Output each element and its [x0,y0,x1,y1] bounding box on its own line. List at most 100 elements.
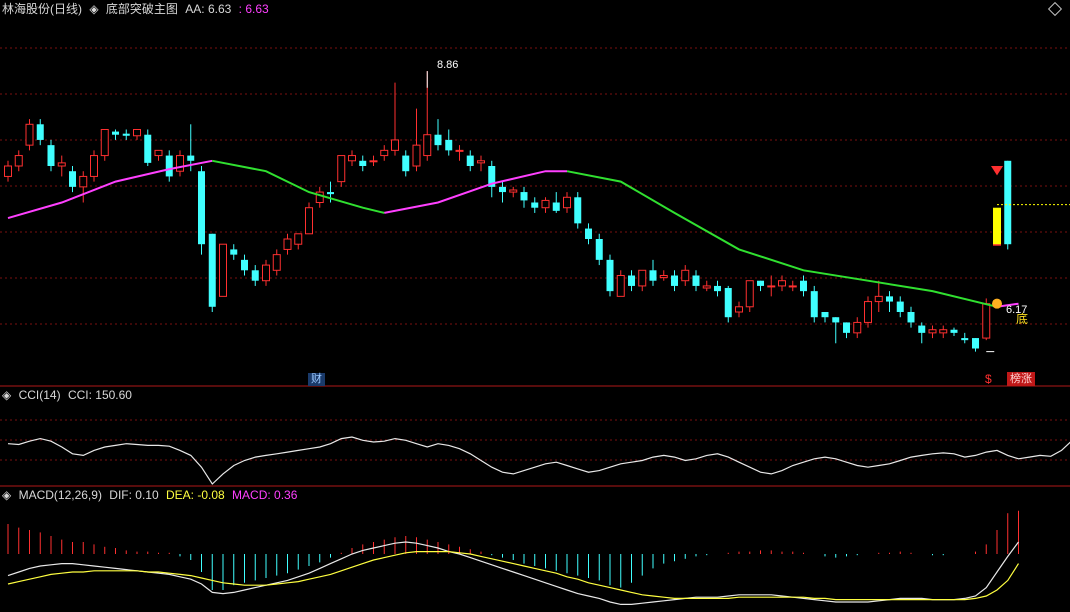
candle-body [757,280,764,286]
candle [541,197,550,213]
candle [47,139,55,172]
candle-body [79,175,88,188]
candle-body [122,133,130,136]
candle-body [821,312,829,318]
candle [488,160,496,198]
cci-title: CCI(14) [18,388,61,402]
candle-body [928,329,937,334]
candle-body [864,301,872,323]
collapse-icon[interactable]: ◈ [2,388,12,402]
candle [616,270,625,297]
dif-line [7,541,1019,606]
macd-title: MACD(12,26,9) [18,488,102,502]
candle [907,306,915,328]
candle-body [208,233,216,307]
collapse-icon[interactable]: ◈ [89,2,99,16]
candle [972,338,979,352]
candle-body [853,321,862,334]
candle-body [283,238,292,250]
candle [499,181,506,203]
candle [993,243,1001,246]
candle [219,243,227,297]
candle [359,155,367,172]
candle [434,119,442,151]
candle-body [380,149,389,157]
candle-body [961,338,969,341]
candle [886,291,893,312]
cci-panel[interactable] [7,415,1070,485]
candle [595,233,603,266]
candle-body [585,228,592,239]
candle [821,312,829,323]
candle [25,119,34,151]
candle [36,119,44,146]
candle-body [702,285,711,289]
candle-body [315,191,324,203]
candle-body [681,269,690,282]
candle-body [402,155,410,172]
candle-body [671,275,678,286]
candle [950,327,958,336]
candle-body [735,306,743,313]
candle [122,129,130,140]
candle-body [112,131,119,135]
aa-value: AA: 6.63 [185,2,232,16]
candle-body [907,312,915,323]
candle [391,82,399,156]
candle-body [57,162,66,167]
cci-header: ◈ CCI(14) CCI: 150.60 [2,388,136,402]
candle-body [219,243,227,297]
candle-body [144,134,152,163]
candle [896,296,904,318]
candle-body [423,134,432,157]
candle-body [918,325,926,333]
dollar-marker[interactable]: $ [985,372,992,386]
candle [928,325,937,339]
candle-body [874,295,883,303]
candle-body [659,275,668,279]
candle-body [294,233,303,245]
candle [757,280,764,292]
macd-panel[interactable] [7,510,1020,606]
candle [100,129,109,161]
finance-marker[interactable]: 财 [308,373,325,386]
candle [531,197,539,213]
candle [767,275,776,297]
candle-body [230,249,238,255]
candle-body [100,129,109,157]
candle-body [14,155,23,167]
candle-body [788,285,797,288]
candle-body [305,207,313,235]
candle-body [778,280,786,287]
candle-body [198,171,205,245]
candle-body [714,285,721,292]
candle [165,150,173,182]
candle [262,259,270,286]
candle [455,145,464,161]
collapse-icon[interactable]: ◈ [2,488,12,502]
candle-body [692,275,700,286]
ma-segment [212,159,385,214]
candle-body [348,155,356,162]
candle-body [369,160,378,163]
aa-value-secondary: : 6.63 [238,2,269,16]
candlestick-panel[interactable] [4,71,1012,352]
candle [874,280,883,312]
cci-line [7,436,1070,485]
candle-body [337,155,346,183]
candle-body [595,239,603,260]
ranking-badge[interactable]: 榜涨 [1007,372,1035,386]
candle-body [520,192,528,201]
candle-body [445,139,453,151]
candle-body [724,288,732,318]
candle-body [509,189,518,193]
cci-value: CCI: 150.60 [67,388,132,402]
candle [638,269,647,292]
candle [466,150,474,172]
candle-body [552,202,560,211]
bottom-marker-label: 底 [1016,312,1029,326]
candle-body [36,124,44,140]
moving-average-line [7,159,1019,308]
candle [574,192,582,229]
